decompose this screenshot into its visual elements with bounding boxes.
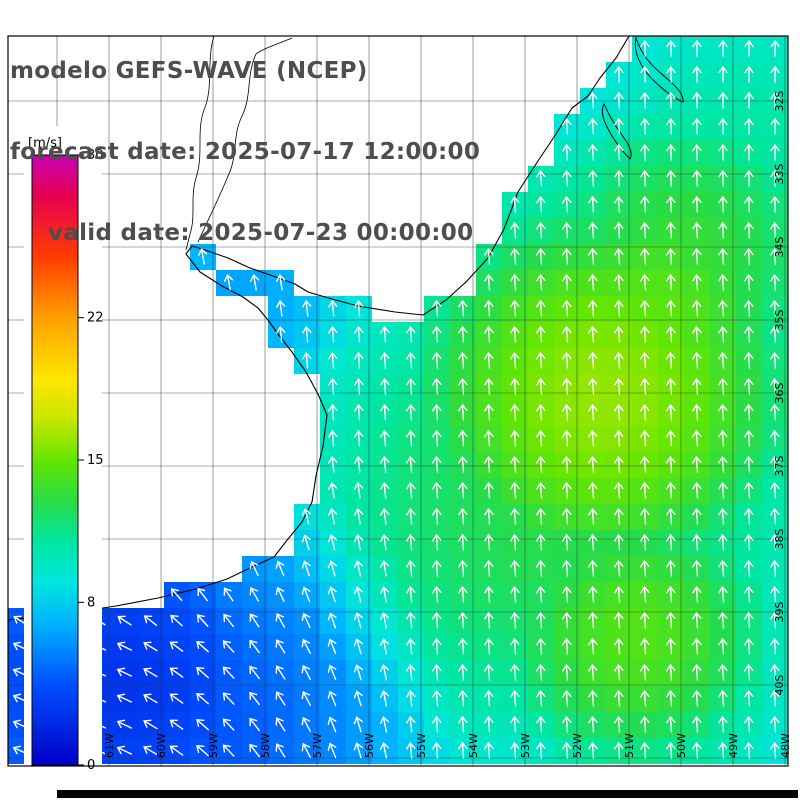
- lon-label: 60W: [155, 733, 168, 758]
- lon-label: 55W: [415, 733, 428, 758]
- lat-label: 34S: [773, 236, 786, 257]
- valid-date: valid date: 2025-07-23 00:00:00: [48, 220, 474, 246]
- forecast-date: forecast date: 2025-07-17 12:00:00: [10, 139, 481, 165]
- lat-label: 37S: [773, 455, 786, 476]
- colorbar-tick-label: 30: [87, 148, 104, 163]
- lon-label: 57W: [311, 733, 324, 758]
- parana-river: [185, 35, 215, 251]
- coastline: [7, 35, 630, 621]
- lat-label: 39S: [773, 601, 786, 622]
- lagoa-dos-patos: [634, 36, 684, 103]
- lat-label: 36S: [773, 382, 786, 403]
- lon-label: 58W: [259, 733, 272, 758]
- lat-label: 35S: [773, 309, 786, 330]
- colorbar-unit-label: [m/s]: [28, 136, 62, 151]
- coastline-group: [7, 35, 684, 621]
- model-title: modelo GEFS-WAVE (NCEP): [10, 58, 368, 84]
- lon-label: 52W: [571, 733, 584, 758]
- lon-label: 56W: [363, 733, 376, 758]
- lat-label: 40S: [773, 674, 786, 695]
- lon-label: 49W: [727, 733, 740, 758]
- axis-labels: 62W61W60W59W58W57W56W55W54W53W52W51W50W4…: [51, 90, 792, 758]
- wind-direction-arrows: [12, 39, 780, 759]
- lat-label: 33S: [773, 163, 786, 184]
- colorbar-tick-label: 15: [87, 453, 104, 468]
- lon-label: 51W: [623, 733, 636, 758]
- colorbar-tick-label: 22: [87, 311, 104, 326]
- colorbar-tick-label: 8: [87, 595, 95, 610]
- map-frame-border: [7, 35, 789, 767]
- lon-label: 50W: [675, 733, 688, 758]
- lagoa-mirim: [601, 102, 632, 160]
- lat-label: 38S: [773, 528, 786, 549]
- title-block: modelo GEFS-WAVE (NCEP) forecast date: 2…: [10, 4, 480, 301]
- lat-lon-gridlines: [8, 36, 788, 766]
- colorbar-scale: [31, 154, 79, 766]
- lon-label: 61W: [103, 733, 116, 758]
- river-branch: [255, 37, 293, 55]
- lon-label: 48W: [779, 733, 792, 758]
- bottom-edge-bar: [57, 790, 798, 798]
- lon-label: 54W: [467, 733, 480, 758]
- uruguay-river: [197, 53, 257, 243]
- lat-label: 32S: [773, 90, 786, 111]
- lon-label: 59W: [207, 733, 220, 758]
- lon-label: 53W: [519, 733, 532, 758]
